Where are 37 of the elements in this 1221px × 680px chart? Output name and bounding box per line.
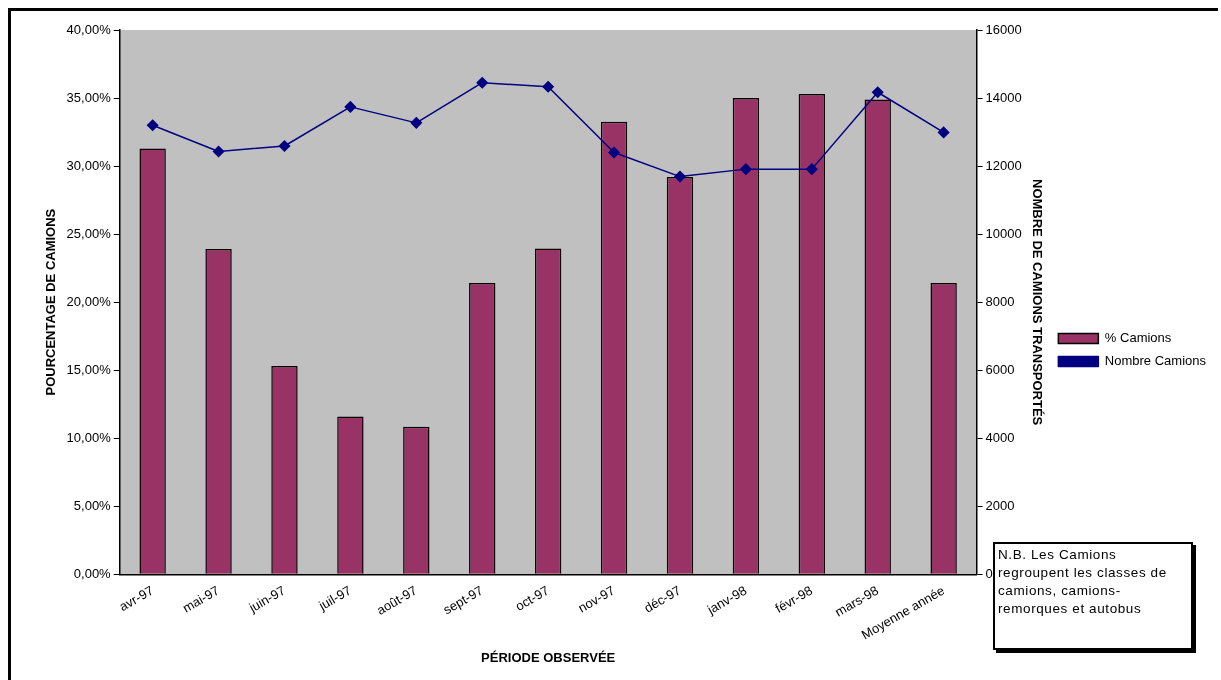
point: [608, 146, 620, 159]
point: [674, 170, 686, 183]
point: [344, 101, 357, 113]
x-axis-title: PÉRIODE OBSERVÉE: [481, 649, 616, 665]
y2-tick-label: 0: [985, 565, 993, 581]
point: [871, 86, 884, 98]
point: [410, 117, 423, 129]
y2-tick-label: 2000: [985, 497, 1015, 513]
point: [278, 140, 291, 152]
y-tick-label: 35,00%: [66, 89, 112, 105]
y-tick-label: 10,00%: [66, 429, 112, 445]
point: [476, 76, 488, 89]
y2-tick-label: 14000: [985, 89, 1022, 105]
point: [740, 163, 752, 175]
text: N.B. Les Camions regroupent les classes de camions, camions-remorques et autobus: [993, 542, 1193, 650]
y-tick-label: 20,00%: [66, 293, 112, 309]
y2-axis-title: NOMBRE DE CAMIONS TRANSPORTÉS: [1029, 178, 1045, 426]
point: [542, 81, 554, 93]
y2-tick-label: 12000: [985, 157, 1022, 173]
legend-label: % Camions: [1104, 330, 1172, 346]
y-tick-label: 25,00%: [66, 225, 112, 241]
y-tick-label: 5,00%: [73, 497, 112, 513]
y-tick-label: 15,00%: [66, 361, 112, 377]
y-tick-label: 40,00%: [66, 21, 112, 37]
point: [146, 119, 159, 131]
y2-tick-label: 4000: [985, 429, 1015, 445]
y-tick-label: 0,00%: [73, 565, 112, 581]
y2-tick-label: 16000: [985, 21, 1022, 37]
point: [806, 163, 818, 175]
y2-tick-label: 6000: [985, 361, 1015, 377]
point: [937, 126, 950, 139]
point: [212, 145, 225, 158]
y2-tick-label: 10000: [985, 225, 1022, 241]
y2-tick-label: 8000: [985, 293, 1015, 309]
y-axis-title: POURCENTAGE DE CAMIONS: [43, 208, 59, 396]
legend-label: Nombre Camions: [1104, 353, 1207, 369]
y-tick-label: 30,00%: [66, 157, 112, 173]
